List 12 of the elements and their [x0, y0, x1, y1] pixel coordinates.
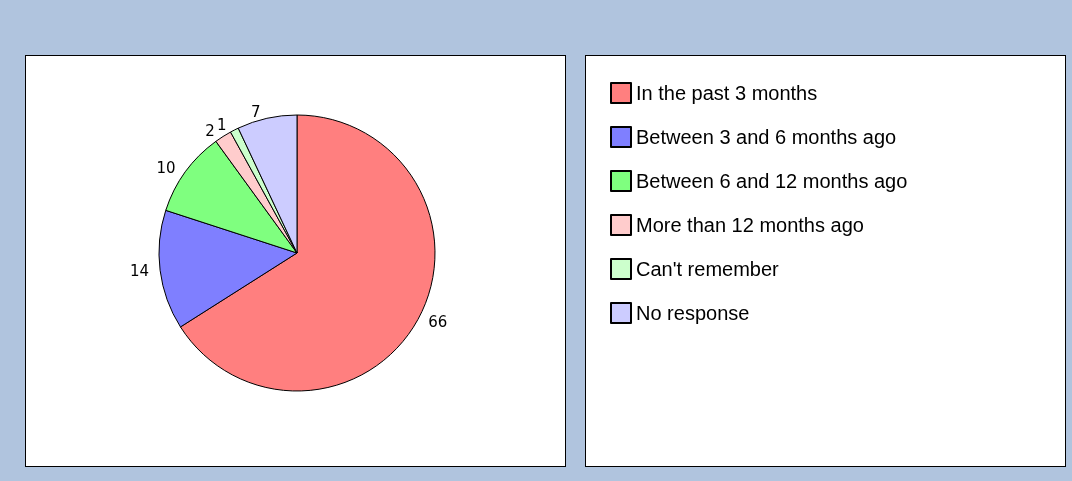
- data-label: 10: [156, 159, 176, 178]
- legend-label: In the past 3 months: [636, 82, 818, 104]
- legend-label: No response: [636, 302, 750, 324]
- legend-label: Can't remember: [636, 258, 780, 280]
- data-label: 2: [205, 122, 215, 141]
- legend-label: Between 3 and 6 months ago: [636, 126, 897, 148]
- data-label: 66: [428, 313, 448, 332]
- data-label: 14: [130, 262, 150, 281]
- legend-label: More than 12 months ago: [636, 214, 864, 236]
- data-label: 1: [217, 115, 227, 134]
- data-label: 7: [251, 103, 261, 122]
- legend-label: Between 6 and 12 months ago: [636, 170, 908, 192]
